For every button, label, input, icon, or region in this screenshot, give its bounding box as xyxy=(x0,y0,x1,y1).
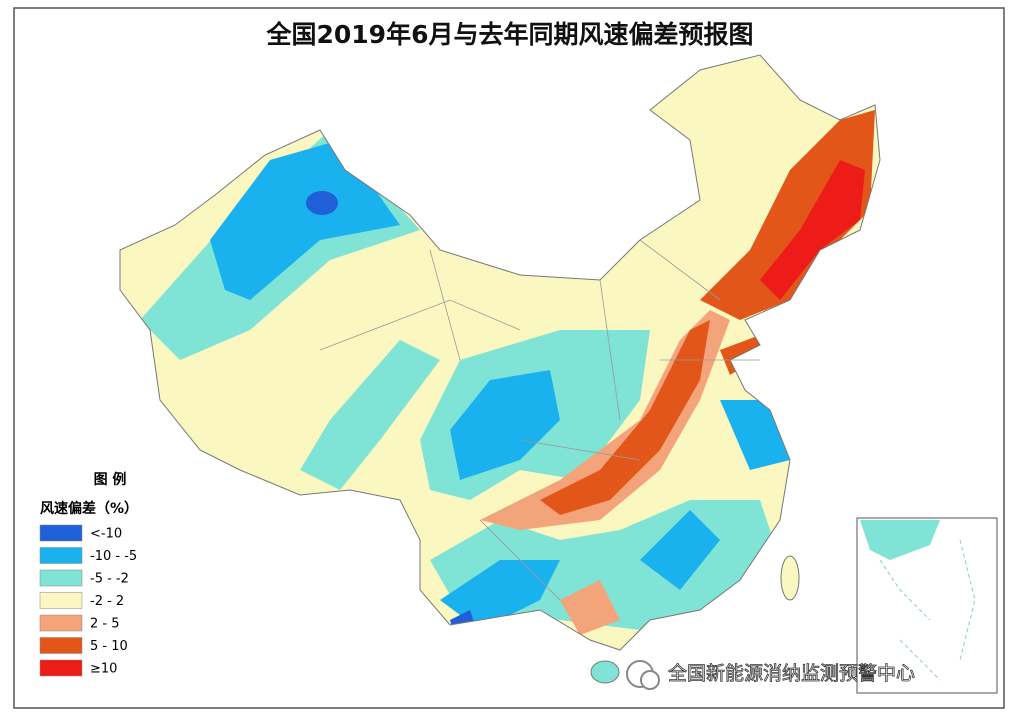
legend-swatch xyxy=(39,592,83,609)
legend-title: 图 例 xyxy=(94,471,127,488)
legend-swatch xyxy=(39,569,83,587)
legend-label: <-10 xyxy=(90,527,122,542)
legend-label: 2 - 5 xyxy=(90,617,120,632)
watermark-text: 全国新能源消纳监测预警中心 xyxy=(668,663,915,685)
legend-swatch xyxy=(39,547,83,564)
south-china-sea-inset xyxy=(856,517,998,694)
map-title: 全国2019年6月与去年同期风速偏差预报图 xyxy=(266,20,754,49)
legend-label: -10 - -5 xyxy=(90,549,137,564)
legend-label: ≥10 xyxy=(90,662,117,677)
legend-swatch xyxy=(39,637,83,654)
legend-label: -5 - -2 xyxy=(90,572,129,587)
legend-label: -2 - 2 xyxy=(90,594,124,609)
legend-swatch xyxy=(39,524,83,542)
legend-swatch xyxy=(39,659,83,677)
legend-swatch xyxy=(39,614,83,632)
legend-label: 5 - 10 xyxy=(90,639,128,654)
watermark: 全国新能源消纳监测预警中心 xyxy=(626,660,915,690)
legend: 图 例 风速偏差（%） <-10 -10 - -5 -5 - -2 -2 - 2 2 -… xyxy=(39,471,138,677)
legend-subtitle: 风速偏差（%） xyxy=(40,500,138,517)
